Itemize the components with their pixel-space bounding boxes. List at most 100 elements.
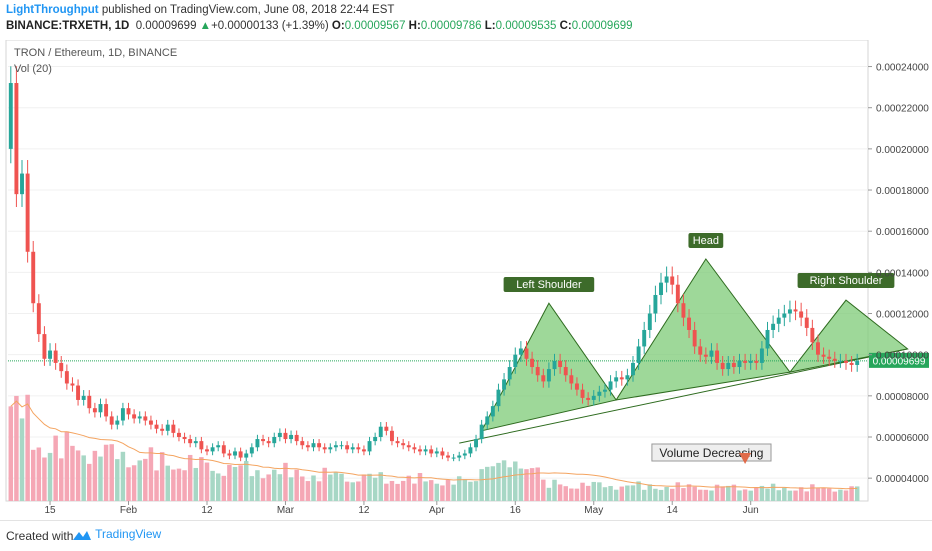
candle xyxy=(300,441,305,446)
candle xyxy=(849,362,854,365)
x-tick-label: Mar xyxy=(277,505,295,516)
pattern-triangle xyxy=(615,258,791,401)
volume-bar xyxy=(148,447,154,501)
volume-bar xyxy=(311,475,316,501)
candle xyxy=(14,83,19,195)
volume-bar xyxy=(316,481,322,501)
candle xyxy=(474,439,479,448)
publish-line: LightThroughput published on TradingView… xyxy=(6,4,394,16)
volume-bar xyxy=(120,451,126,501)
candle xyxy=(188,439,193,444)
candle xyxy=(659,282,663,295)
candle xyxy=(233,451,237,456)
volume-bar xyxy=(356,481,361,501)
candle xyxy=(810,327,815,343)
x-tick-label: Apr xyxy=(429,505,445,516)
volume-bar xyxy=(647,484,653,501)
candle xyxy=(311,443,316,448)
candle xyxy=(670,276,675,285)
volume-bar xyxy=(238,465,243,501)
candle xyxy=(126,408,131,415)
volume-bar xyxy=(339,473,344,501)
volume-bar xyxy=(630,485,636,501)
volume-bar xyxy=(759,485,765,501)
change-value: +0.00000133 (+1.39%) xyxy=(211,20,329,32)
volume-bar xyxy=(468,481,473,501)
candle xyxy=(255,439,260,448)
price-axis: 0.00004000 0.00006000 0.00008000 0.00010000… xyxy=(868,63,929,485)
volume-bar xyxy=(92,450,98,501)
volume-bar xyxy=(479,469,484,501)
candle xyxy=(261,439,266,442)
volume-bar xyxy=(849,486,854,501)
volume-bar xyxy=(434,483,440,501)
volume-bar xyxy=(98,456,103,501)
volume-bar xyxy=(574,488,580,501)
candle xyxy=(345,445,350,450)
volume-bar xyxy=(25,394,30,501)
candle xyxy=(373,436,378,442)
price-chart[interactable]: Left Shoulder Head Right Shoulder Volume De… xyxy=(0,40,932,520)
pattern-label-bg xyxy=(797,273,895,288)
candle xyxy=(546,369,551,382)
candle xyxy=(647,313,652,330)
volume-bar xyxy=(826,488,832,501)
candle xyxy=(109,416,114,425)
volume-bar xyxy=(838,489,843,501)
candle xyxy=(154,424,159,429)
candle xyxy=(283,432,288,440)
callout-marker-icon xyxy=(739,453,752,464)
candle xyxy=(759,348,764,363)
author-link[interactable]: LightThroughput xyxy=(6,4,99,16)
created-with-text: Created with xyxy=(6,529,74,543)
volume-bar xyxy=(636,481,641,501)
candle xyxy=(692,329,697,347)
volume-bar xyxy=(602,487,608,501)
x-tick-label: Feb xyxy=(120,505,138,516)
candle xyxy=(703,354,708,357)
candle xyxy=(294,434,299,442)
volume-bar xyxy=(8,406,14,501)
candle xyxy=(479,424,484,440)
volume-bar xyxy=(428,480,434,501)
candle xyxy=(838,360,843,362)
volume-bar xyxy=(30,449,36,501)
low-value: 0.00009535 xyxy=(495,20,557,32)
candle xyxy=(726,362,731,370)
tradingview-link[interactable]: TradingView xyxy=(72,527,161,541)
volume-bar xyxy=(748,490,753,501)
volume-bar xyxy=(171,469,176,501)
candle xyxy=(143,416,148,421)
candle xyxy=(378,426,383,437)
volume-bar xyxy=(490,466,496,501)
pattern-label: Left Shoulder xyxy=(516,279,582,291)
volume-bar xyxy=(288,477,294,501)
volume-bar xyxy=(692,486,697,501)
pattern-label: Head xyxy=(693,235,719,247)
volume-bar xyxy=(260,478,266,501)
candle xyxy=(289,434,294,440)
volume-bar xyxy=(485,466,490,501)
volume-bar xyxy=(501,460,507,501)
volume-bar xyxy=(266,474,271,501)
volume-bar xyxy=(456,476,462,501)
candle xyxy=(844,360,848,363)
candle xyxy=(328,447,333,450)
candle xyxy=(367,441,372,452)
candle xyxy=(681,303,686,318)
volume-bar xyxy=(613,489,619,501)
candle xyxy=(815,342,820,355)
candle xyxy=(687,317,692,330)
candle xyxy=(821,354,826,357)
volume-bar xyxy=(81,455,86,501)
candle xyxy=(210,447,215,452)
candle xyxy=(361,449,366,452)
y-tick-label: 0.00024000 xyxy=(876,63,929,74)
candle xyxy=(855,360,860,365)
candle xyxy=(574,383,579,390)
volume-bar xyxy=(154,470,159,501)
candle xyxy=(429,449,434,454)
volume-bar xyxy=(221,475,227,501)
volume-bar xyxy=(585,485,591,501)
volume-bar xyxy=(742,489,748,501)
